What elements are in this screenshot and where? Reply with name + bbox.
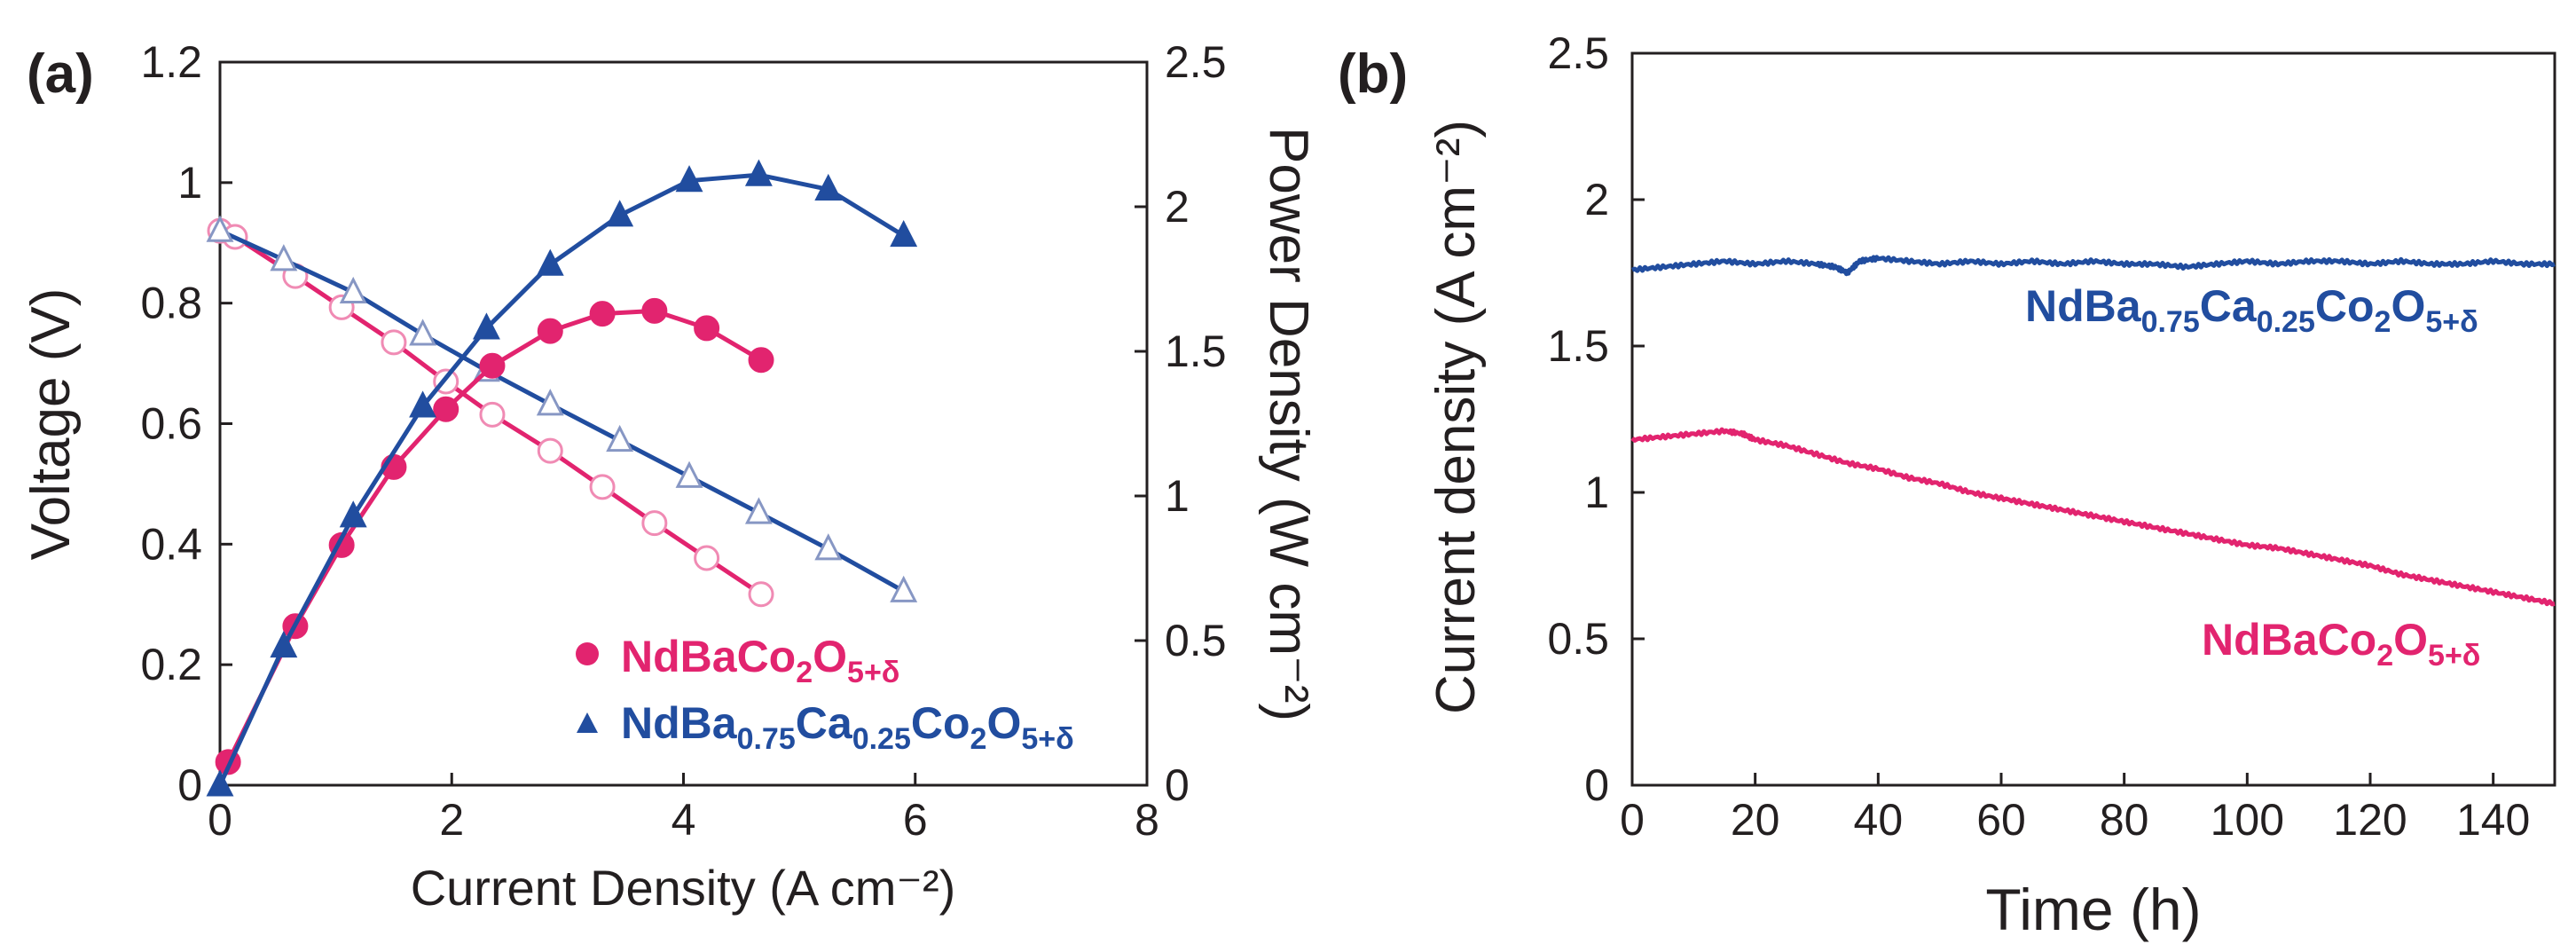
panel-a-ytick-right-label: 2.5 [1165, 37, 1227, 87]
data-point-3 [536, 248, 564, 276]
panel-b-series [1630, 255, 2556, 607]
data-point-3 [409, 390, 437, 418]
panel-a-legend: NdBaCo2O5+δ NdBa0.75Ca0.25Co2O5+δ [576, 632, 1074, 756]
panel-a-ytick-right-label: 0 [1165, 760, 1190, 810]
panel-b-xlabel: Time (h) [1985, 877, 2201, 942]
data-point-2 [748, 347, 774, 374]
panel-a-xtick-label: 6 [903, 795, 928, 845]
panel-b-ytick-label: 0 [1584, 760, 1609, 810]
panel-a-ytick-left-label: 1 [177, 158, 202, 208]
panel-b-ticks: 0 20 40 60 80 100 120 140 0 0.5 1 1.5 2 2.5 [1547, 28, 2530, 845]
legend-label-ndbaco: NdBaCo2O5+δ [621, 632, 899, 689]
data-point-1 [409, 319, 437, 346]
data-point-3 [675, 165, 703, 193]
panel-a-xtick-label: 0 [208, 795, 232, 845]
series-line-1 [218, 228, 905, 594]
series-line-3 [217, 172, 905, 787]
panel-b-xtick-label: 40 [1854, 795, 1904, 845]
data-point-1 [206, 215, 234, 242]
panel-a-ytick-left-label: 0.8 [140, 279, 202, 328]
data-point-2 [433, 396, 459, 422]
panel-b-xtick-label: 120 [2333, 795, 2407, 845]
data-point-1 [270, 244, 298, 271]
data-point-0 [589, 474, 616, 500]
panel-b-ytick-label: 0.5 [1547, 614, 1609, 664]
panel-a-ytick-left-label: 0.2 [140, 640, 202, 689]
panel-a-ytick-left-label: 0.6 [140, 399, 202, 449]
panel-b-ytick-label: 2.5 [1547, 28, 1609, 78]
panel-a-ylabel-left: Voltage (V) [20, 288, 82, 561]
panel-a-label: (a) [27, 43, 94, 105]
panel-a-ytick-left-label: 0.4 [140, 519, 202, 569]
data-point-0 [479, 401, 506, 428]
panel-a-xtick-label: 4 [671, 795, 696, 845]
data-point-0 [694, 545, 720, 571]
panel-b-ytick-label: 1 [1584, 468, 1609, 517]
data-point-3 [270, 630, 298, 658]
panel-a-ticks: 0 2 4 6 800.20.40.60.811.200.511.522.5 [140, 37, 1226, 845]
data-point-3 [744, 159, 773, 186]
legend-label-ndbaca: NdBa0.75Ca0.25Co2O5+δ [621, 698, 1074, 756]
data-point-1 [744, 497, 773, 524]
panel-b-ytick-label: 1.5 [1547, 321, 1609, 371]
data-point-0 [537, 437, 563, 464]
legend-marker-ndbaca [577, 712, 598, 733]
data-point-1 [890, 575, 918, 602]
panel-b-ytick-label: 2 [1584, 175, 1609, 224]
panel-a-ytick-right-label: 1 [1165, 471, 1190, 521]
data-point-3 [606, 200, 634, 227]
panel-b-plot-frame [1630, 51, 2556, 787]
panel-a-xlabel: Current Density (A cm⁻²) [411, 860, 956, 916]
data-point-3 [890, 220, 918, 248]
panel-b-xtick-label: 100 [2211, 795, 2284, 845]
data-point-1 [675, 460, 703, 488]
panel-b-xtick-label: 0 [1620, 795, 1645, 845]
panel-a-ytick-right-label: 0.5 [1165, 616, 1227, 665]
panel-a-series [206, 159, 918, 797]
data-point-2 [694, 315, 720, 342]
data-point-3 [339, 500, 367, 528]
data-point-2 [589, 301, 616, 327]
data-point-1 [536, 389, 564, 416]
panel-a-ytick-right-label: 2 [1165, 182, 1190, 232]
annotation-ndbaco: NdBaCo2O5+δ [2202, 615, 2480, 673]
panel-a-ytick-right-label: 1.5 [1165, 327, 1227, 376]
data-point-1 [606, 424, 634, 452]
panel-a-xtick-label: 2 [439, 795, 464, 845]
annotation-ndbaca: NdBa0.75Ca0.25Co2O5+δ [2025, 281, 2478, 339]
data-point-0 [748, 581, 774, 608]
data-point-3 [814, 173, 843, 201]
panel-a-xtick-label: 8 [1135, 795, 1159, 845]
panel-b-ylabel: Current density (A cm⁻²) [1425, 120, 1487, 714]
data-point-2 [537, 318, 563, 344]
data-point-3 [206, 769, 234, 797]
data-point-0 [381, 329, 407, 356]
data-point-1 [339, 276, 367, 303]
panel-a: (a) Voltage (V) Power Density (W cm⁻²) C… [20, 37, 1319, 916]
data-point-2 [641, 297, 668, 324]
panel-b-series-line-1 [1630, 427, 2556, 607]
data-point-1 [814, 533, 843, 561]
panel-a-ytick-left-label: 0 [177, 760, 202, 810]
panel-a-ylabel-right: Power Density (W cm⁻²) [1258, 127, 1319, 721]
panel-b-xtick-label: 80 [2100, 795, 2149, 845]
panel-b: (b) Current density (A cm⁻²) Time (h) 0 2… [1338, 28, 2556, 942]
data-point-2 [479, 352, 506, 379]
data-point-0 [641, 510, 668, 537]
panel-a-ytick-left-label: 1.2 [140, 37, 202, 87]
panel-b-label: (b) [1338, 43, 1408, 105]
panel-b-xtick-label: 60 [1976, 795, 2026, 845]
panel-b-xtick-label: 20 [1731, 795, 1780, 845]
legend-marker-ndbaco [576, 642, 599, 665]
panel-b-xtick-label: 140 [2456, 795, 2530, 845]
data-point-3 [472, 312, 500, 340]
panel-b-series-line-0 [1631, 255, 2556, 277]
